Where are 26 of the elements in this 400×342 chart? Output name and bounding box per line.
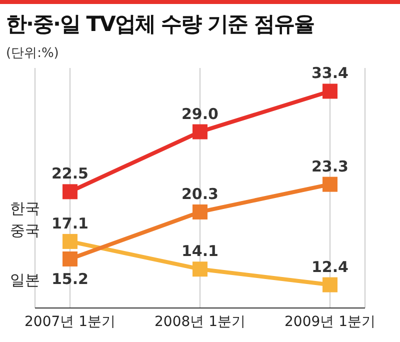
point: [62, 184, 78, 200]
point: [322, 176, 338, 192]
data-label: 20.3: [181, 184, 219, 203]
data-label: 17.1: [51, 214, 89, 232]
data-label: 12.4: [311, 258, 349, 276]
data-label: 15.2: [51, 270, 89, 288]
point: [322, 277, 338, 292]
data-label: 22.5: [51, 164, 89, 183]
x-tick-label: 2007년 1분기: [24, 314, 116, 330]
data-label: 33.4: [311, 64, 349, 82]
data-label: 14.1: [181, 242, 219, 260]
point: [192, 204, 208, 220]
series-label: 한국: [10, 200, 40, 218]
series-label: 중국: [10, 221, 40, 240]
point: [62, 234, 78, 249]
series-label: 일본: [10, 270, 40, 289]
x-tick-label: 2009년 1분기: [284, 314, 376, 330]
data-label: 23.3: [311, 157, 349, 176]
data-label: 29.0: [181, 104, 219, 123]
x-tick-label: 2008년 1분기: [154, 314, 246, 330]
point: [62, 251, 78, 266]
point: [192, 124, 208, 140]
point: [322, 84, 338, 99]
point: [192, 262, 208, 277]
chart-title: 한·중·일 TV업체 수량 기준 점유율: [5, 11, 315, 38]
chart-subtitle: (단위:%): [5, 45, 60, 62]
